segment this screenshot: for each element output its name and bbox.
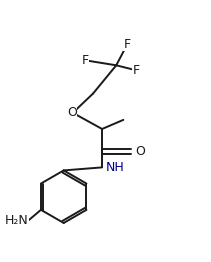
Text: H₂N: H₂N <box>5 215 28 227</box>
Text: F: F <box>124 37 131 51</box>
Text: F: F <box>133 64 140 77</box>
Text: O: O <box>136 145 145 158</box>
Text: F: F <box>81 54 88 67</box>
Text: O: O <box>67 106 77 119</box>
Text: NH: NH <box>106 161 125 174</box>
